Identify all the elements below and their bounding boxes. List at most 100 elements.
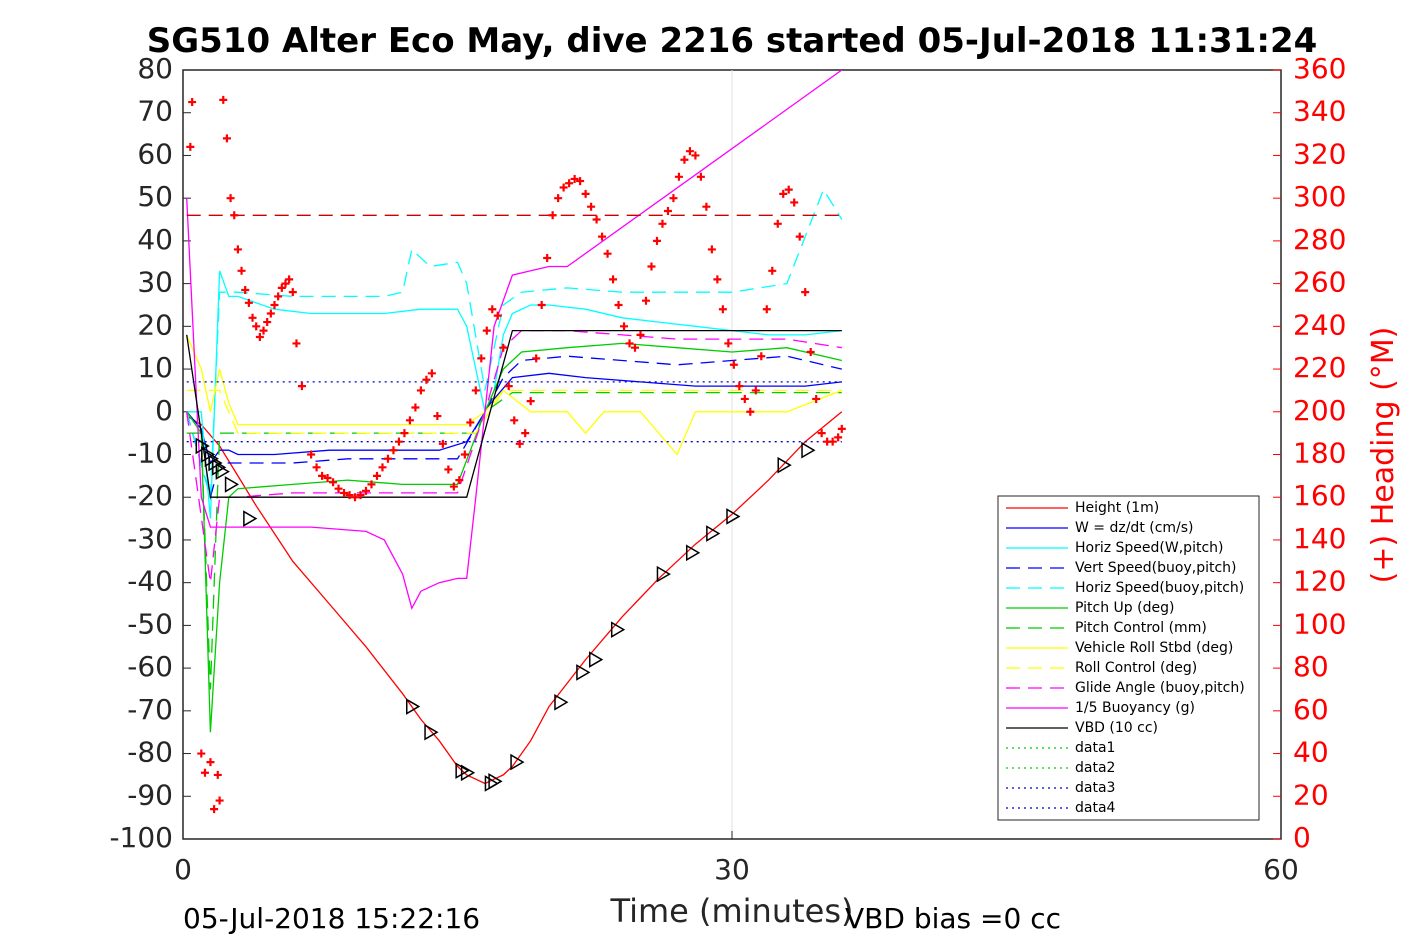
y-right-tick-label: 280 [1293, 223, 1346, 256]
heading-point [416, 386, 425, 395]
depth-marker [224, 476, 240, 493]
series-line-7 [186, 334, 843, 456]
y-right-tick-label: 100 [1293, 607, 1346, 640]
heading-point [620, 322, 629, 331]
heading-point [707, 245, 716, 254]
heading-point [345, 491, 354, 500]
heading-point [570, 174, 579, 183]
series-line-1 [186, 372, 842, 465]
heading-point [801, 288, 810, 297]
heading-point [532, 354, 541, 363]
heading-point [784, 185, 793, 194]
heading-point [674, 172, 683, 181]
y-right-tick-label: 120 [1293, 565, 1346, 598]
heading-point [422, 375, 431, 384]
legend-label: data4 [1075, 800, 1116, 816]
y-right-tick-label: 180 [1293, 437, 1346, 470]
legend-label: Horiz Speed(buoy,pitch) [1075, 580, 1244, 596]
heading-point [537, 300, 546, 309]
y-tick-label: 50 [137, 180, 173, 213]
legend-label: Vert Speed(buoy,pitch) [1075, 560, 1237, 576]
depth-marker [706, 525, 721, 542]
heading-point [790, 198, 799, 207]
heading-point [543, 253, 552, 262]
heading-point [685, 147, 694, 156]
depth-marker [243, 510, 258, 527]
y-right-tick-label: 0 [1293, 821, 1311, 854]
heading-point [252, 322, 261, 331]
heading-point [740, 394, 749, 403]
heading-point [493, 311, 502, 320]
heading-point [718, 305, 727, 314]
heading-point [200, 768, 209, 777]
y-right-tick-label: 200 [1293, 394, 1346, 427]
heading-point [394, 437, 403, 446]
heading-point [248, 313, 257, 322]
heading-point [318, 471, 327, 480]
heading-point [362, 486, 370, 495]
series-line-8 [186, 389, 842, 434]
heading-point [449, 482, 458, 491]
heading-point [669, 194, 678, 203]
y-tick-label: 0 [155, 394, 173, 427]
heading-point [837, 424, 846, 433]
heading-point [312, 463, 321, 472]
heading-point [746, 407, 755, 416]
heading-point [292, 339, 301, 348]
y-right-tick-label: 20 [1293, 778, 1329, 811]
heading-point [504, 382, 513, 391]
heading-point [768, 266, 777, 275]
heading-point [351, 493, 360, 502]
heading-point [274, 292, 283, 301]
heading-point [285, 275, 294, 284]
left-axis-ticks: 80 70 60 50 40 30 20 10 0 -10 -20 -30 -40 -50 -60 -70 -8… [109, 52, 191, 854]
legend-label: W = dz/dt (cm/s) [1075, 520, 1194, 536]
series-line-10 [186, 70, 843, 611]
depth-markers [195, 437, 816, 792]
depth-marker [406, 698, 421, 715]
x-axis-label: Time (minutes) [610, 892, 854, 930]
depth-marker [610, 621, 626, 638]
heading-point [400, 429, 409, 438]
heading-point [329, 478, 338, 487]
legend-label: Height (1m) [1075, 500, 1159, 516]
heading-point [680, 155, 689, 164]
heading-point [466, 418, 475, 427]
depth-marker [208, 454, 223, 472]
heading-point [565, 179, 574, 188]
heading-point [729, 360, 738, 369]
legend-label: data3 [1075, 780, 1115, 796]
heading-point [263, 318, 272, 327]
depth-marker [460, 764, 476, 782]
y-right-tick-label: 260 [1293, 266, 1346, 299]
depth-marker [801, 441, 816, 459]
legend-box [997, 495, 1260, 821]
legend-label: Horiz Speed(W,pitch) [1075, 540, 1223, 556]
heading-point [383, 454, 392, 463]
series-layer [186, 70, 843, 785]
heading-point [488, 305, 497, 314]
heading-points [186, 95, 846, 814]
y-tick-label: 70 [137, 95, 173, 128]
y-right-tick-label: 140 [1293, 522, 1346, 555]
heading-point [641, 296, 650, 305]
depth-marker [204, 450, 219, 468]
heading-point [499, 343, 508, 352]
depth-marker [510, 753, 525, 771]
depth-marker [201, 446, 216, 463]
heading-point [438, 439, 447, 448]
heading-point [323, 473, 332, 482]
depth-marker [554, 693, 569, 711]
series-line-4 [186, 188, 843, 498]
heading-point [735, 382, 744, 391]
heading-point [277, 283, 286, 292]
heading-point [259, 326, 268, 335]
y-tick-label: -70 [127, 693, 173, 726]
y-tick-label: -60 [127, 650, 173, 683]
heading-point [795, 232, 804, 241]
y-right-tick-label: 80 [1293, 650, 1329, 683]
heading-point [477, 354, 486, 363]
heading-point [806, 347, 815, 356]
y-right-tick-label: 220 [1293, 351, 1346, 384]
heading-point [592, 215, 601, 224]
